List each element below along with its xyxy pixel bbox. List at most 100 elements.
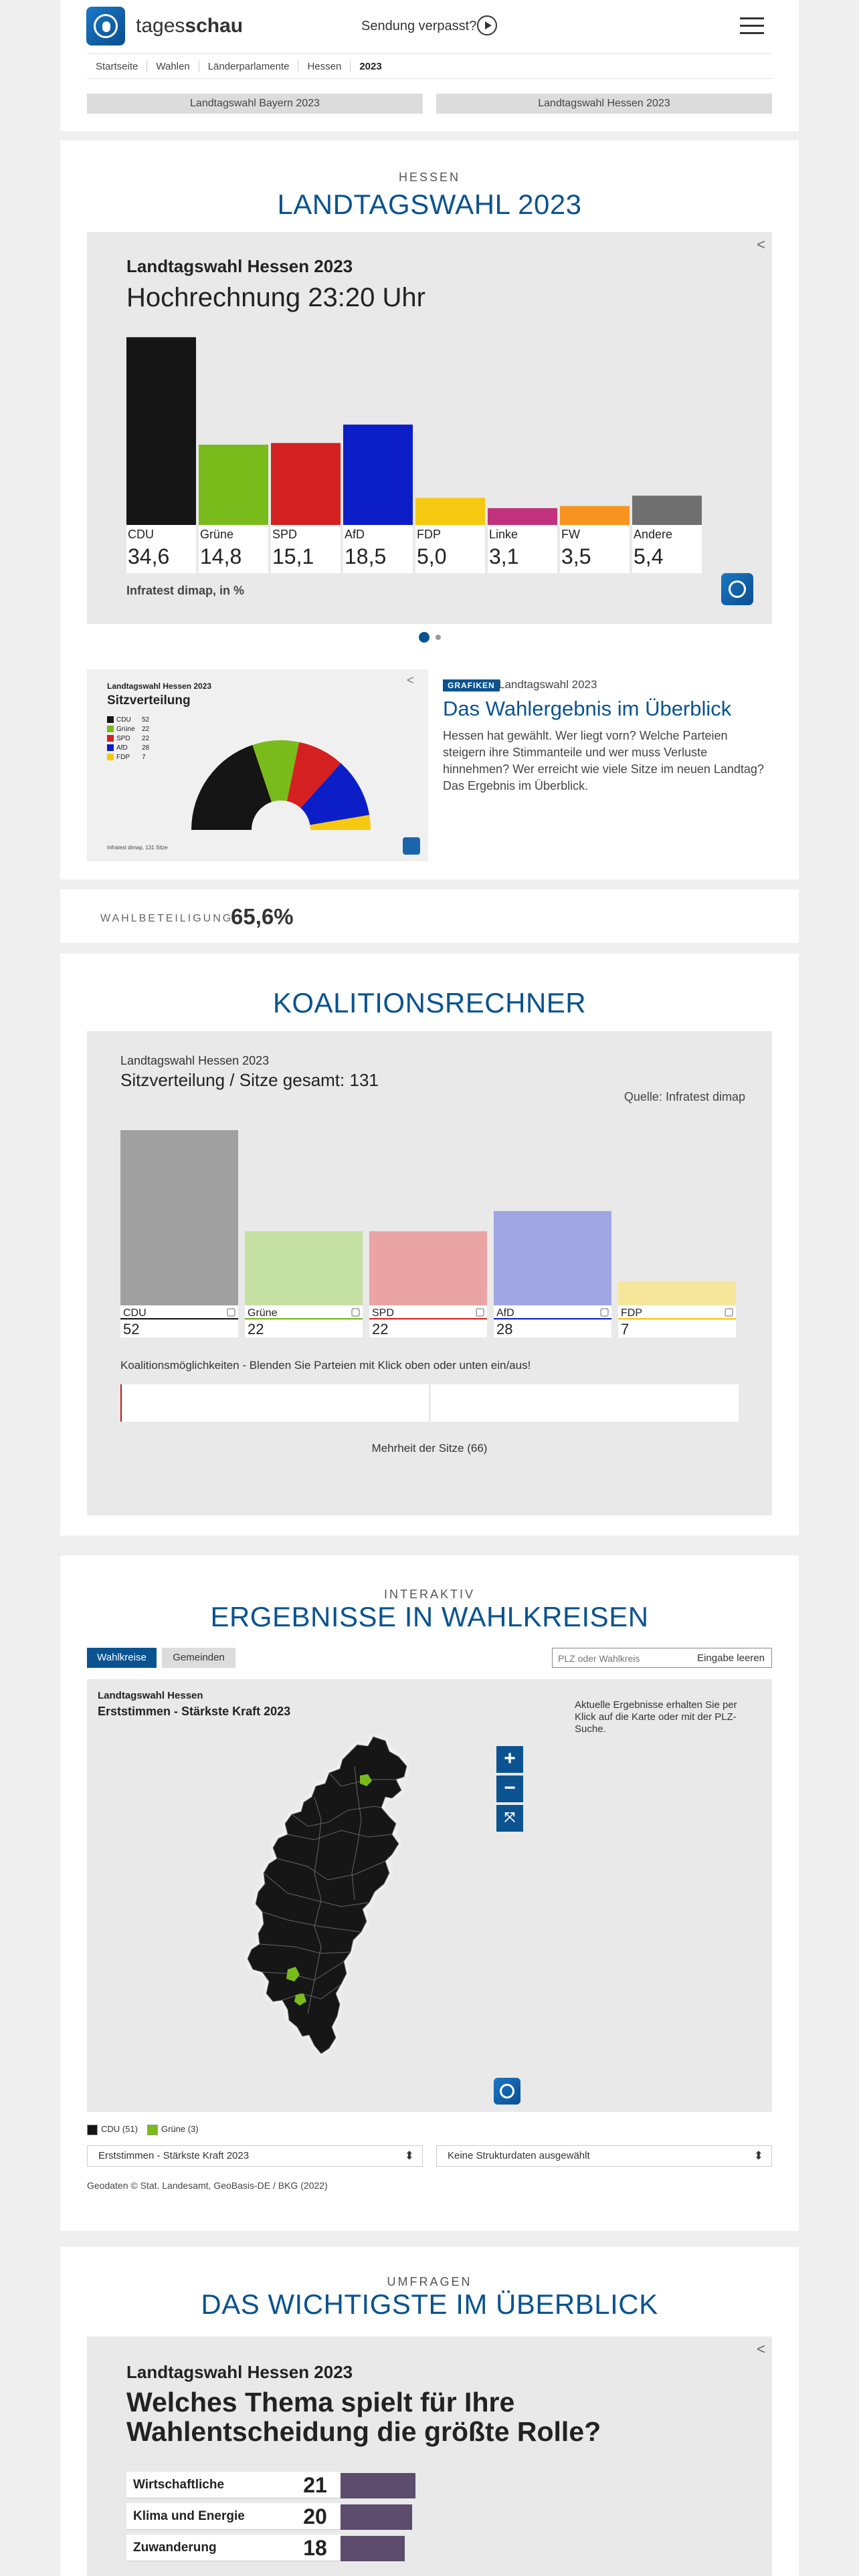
chart-subtitle: Landtagswahl Hessen 2023 — [120, 1054, 270, 1067]
seat-segment-afd — [300, 763, 370, 825]
hessen-map[interactable] — [87, 1679, 772, 2112]
party-toggle-checkbox — [725, 1308, 733, 1317]
tab-gemeinden[interactable]: Gemeinden — [162, 1648, 235, 1668]
coalition-bar — [120, 1384, 739, 1422]
seat-hemicycle — [191, 740, 371, 830]
missed-show-link[interactable]: Sendung verpasst? — [361, 19, 477, 33]
breadcrumb-hessen[interactable]: Hessen — [298, 60, 350, 72]
value-label: 15,1 — [272, 544, 314, 568]
clear-input-button[interactable]: Eingabe leeren — [697, 1652, 765, 1664]
seat-value: 22 — [372, 1321, 388, 1337]
value-label: 5,4 — [634, 544, 663, 568]
breadcrumb-2023: 2023 — [350, 60, 390, 72]
section-kicker: UMFRAGEN — [387, 2275, 472, 2288]
party-box — [120, 1305, 238, 1319]
party-box — [369, 1305, 487, 1319]
chart-source: Infratest dimap, in % — [126, 584, 245, 597]
teaser-headline[interactable]: Das Wahlergebnis im Überblick — [443, 697, 732, 720]
tab-wahlkreise[interactable]: Wahlkreise — [87, 1648, 157, 1668]
category-badge: GRAFIKEN — [443, 679, 500, 691]
seat-segment-spd — [286, 742, 341, 809]
seat-value: 52 — [123, 1321, 139, 1337]
tagesschau-logo-icon — [494, 2078, 520, 2105]
tagesschau-logo-icon — [403, 837, 420, 855]
party-toggle-checkbox — [351, 1308, 360, 1317]
share-icon[interactable]: < — [757, 236, 765, 253]
tagesschau-logo-icon — [721, 573, 753, 605]
seat-bar-spd — [369, 1231, 487, 1305]
umfrage-row: Klima und Energie 20 — [126, 2503, 434, 2530]
tab-hessen[interactable]: Landtagswahl Hessen 2023 — [436, 94, 772, 114]
legend-item: SPD 22 — [107, 735, 149, 742]
pager-dot-active[interactable] — [419, 632, 430, 643]
teaser-dachzeile: Landtagswahl 2023 — [498, 678, 597, 691]
structure-data-select[interactable]: Keine Strukturdaten ausgewählt — [436, 2145, 772, 2167]
legend-item: AfD 28 — [107, 744, 149, 752]
seat-box — [245, 1320, 363, 1337]
legend-cdu: CDU (51) — [87, 2124, 138, 2135]
site-header: tagesschau Sendung verpasst? Startseite … — [60, 0, 799, 131]
zoom-in-button[interactable]: + — [496, 1746, 523, 1773]
legend-item: FDP 7 — [107, 754, 146, 761]
chart-subtitle: Landtagswahl Hessen 2023 — [126, 2362, 353, 2382]
pager-dot[interactable] — [436, 635, 441, 640]
breadcrumb-laenderparlamente[interactable]: Länderparlamente — [198, 60, 298, 72]
share-icon[interactable]: < — [757, 2341, 765, 2357]
section-heading: KOALITIONSRECHNER — [272, 987, 587, 1018]
party-label: AfD — [345, 528, 365, 541]
party-label: SPD — [272, 528, 297, 541]
breadcrumb-wahlen[interactable]: Wahlen — [147, 60, 198, 72]
party-label: Andere — [634, 528, 672, 541]
seat-segment-cdu — [191, 744, 272, 830]
share-icon[interactable]: < — [407, 673, 414, 687]
seat-bars: CDU 52 Grüne 22 SPD 22 AfD 28 FDP 7 — [120, 1130, 736, 1337]
umfrage-value: 18 — [290, 2535, 341, 2561]
bar-label-box — [415, 525, 485, 573]
coalition-hint: Koalitionsmöglichkeiten - Blenden Sie Pa… — [120, 1359, 531, 1372]
legend-swatch-gruene — [147, 2124, 158, 2135]
seat-bar-cdu — [120, 1130, 238, 1305]
party-box — [245, 1305, 363, 1319]
value-label: 3,1 — [489, 544, 518, 568]
zoom-out-button[interactable]: − — [496, 1776, 523, 1802]
party-toggle-checkbox — [476, 1308, 484, 1317]
party-label: AfD — [496, 1307, 514, 1319]
plz-search-input[interactable] — [558, 1652, 692, 1665]
party-box — [494, 1305, 611, 1319]
party-toggle-checkbox — [227, 1308, 235, 1317]
fullscreen-icon[interactable]: ⤧ — [496, 1805, 523, 1832]
breadcrumb-startseite[interactable]: Startseite — [96, 60, 138, 72]
gruene-district — [294, 1994, 306, 2006]
bar-andere — [632, 496, 702, 525]
umfrage-bar — [341, 2536, 405, 2561]
umfrage-row: Zuwanderung 18 — [126, 2535, 434, 2561]
coalition-calculator-section: KOALITIONSRECHNER Landtagswahl Hessen 20… — [60, 954, 799, 1535]
party-toggle-checkbox — [600, 1308, 609, 1317]
section-heading: LANDTAGSWAHL 2023 — [277, 189, 582, 220]
geodata-credit: Geodaten © Stat. Landesamt, GeoBasis-DE … — [87, 2180, 328, 2191]
party-label: CDU — [123, 1307, 147, 1319]
turnout-label: WAHLBETEILIGUNG: — [100, 913, 238, 924]
tagesschau-logo-icon[interactable] — [86, 7, 125, 45]
play-icon[interactable] — [477, 15, 497, 35]
umfrage-label: Zuwanderung — [126, 2535, 290, 2561]
hamburger-menu-icon[interactable] — [740, 17, 764, 35]
seat-box — [494, 1320, 611, 1337]
tab-bayern[interactable]: Landtagswahl Bayern 2023 — [87, 94, 423, 114]
map-title: Erststimmen - Stärkste Kraft 2023 — [98, 1705, 291, 1718]
bar-label-box — [632, 525, 702, 573]
seat-bar-afd — [494, 1210, 611, 1305]
value-label: 3,5 — [561, 544, 591, 568]
section-kicker: INTERAKTIV — [383, 1588, 475, 1601]
hochrechnung-chart: CDU 34,6 Grüne 14,8 SPD 15,1 AfD 18,5 FDP 5,0 Link… — [87, 232, 772, 624]
teaser-image[interactable]: Landtagswahl Hessen 2023 Sitzverteilung … — [87, 669, 428, 861]
district-borders — [259, 1765, 396, 2014]
umfrage-row: Wirtschaftliche Entwicklung21 — [126, 2472, 434, 2518]
layer-select[interactable]: Erststimmen - Stärkste Kraft 2023 — [87, 2145, 423, 2167]
breadcrumb: Startseite Wahlen Länderparlamente Hesse… — [87, 53, 772, 79]
chart-subtitle: Landtagswahl Hessen 2023 — [126, 256, 353, 276]
value-label: 34,6 — [128, 544, 169, 568]
brand-name[interactable]: tagesschau — [136, 15, 244, 37]
bar-label-box — [126, 525, 196, 573]
wahlkreis-map: Landtagswahl Hessen Erststimmen - Stärks… — [87, 1679, 772, 2112]
